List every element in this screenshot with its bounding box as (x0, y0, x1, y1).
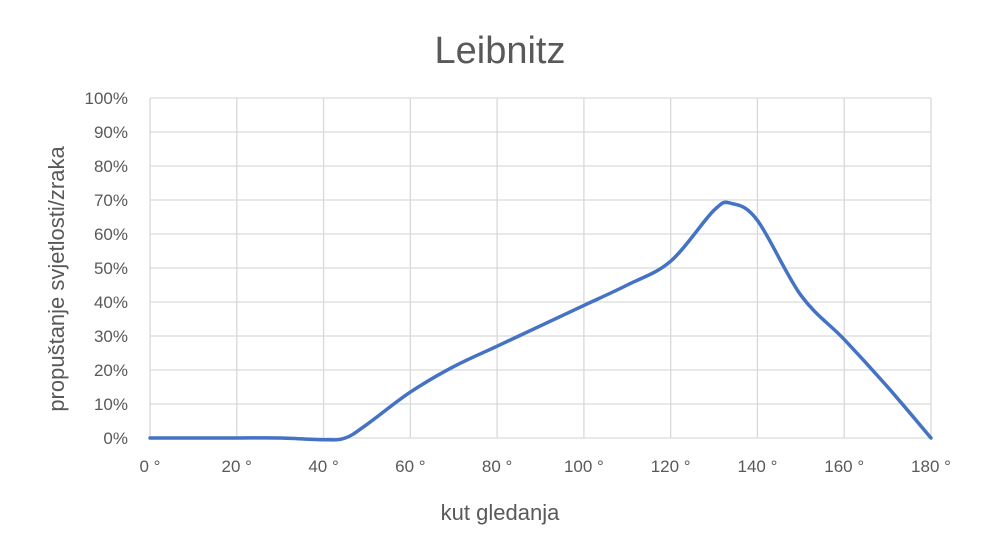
y-tick-label: 100% (85, 89, 128, 108)
x-tick-label: 160 ° (824, 457, 864, 476)
x-tick-label: 140 ° (737, 457, 777, 476)
x-tick-label: 40 ° (308, 457, 338, 476)
y-tick-label: 10% (94, 395, 128, 414)
y-tick-label: 80% (94, 157, 128, 176)
y-tick-label: 50% (94, 259, 128, 278)
x-axis-title: kut gledanja (440, 500, 560, 525)
y-tick-label: 30% (94, 327, 128, 346)
y-tick-label: 60% (94, 225, 128, 244)
x-tick-label: 120 ° (651, 457, 691, 476)
chart-title: Leibnitz (434, 30, 566, 72)
y-tick-label: 0% (103, 429, 128, 448)
series-line (148, 200, 933, 442)
x-tick-label: 180 ° (911, 457, 951, 476)
x-tick-label: 60 ° (395, 457, 425, 476)
y-tick-label: 40% (94, 293, 128, 312)
x-tick-label: 0 ° (140, 457, 161, 476)
y-tick-label: 70% (94, 191, 128, 210)
x-tick-label: 100 ° (564, 457, 604, 476)
y-tick-label: 20% (94, 361, 128, 380)
y-tick-label: 90% (94, 123, 128, 142)
x-tick-label: 80 ° (482, 457, 512, 476)
y-axis-title: propuštanje svjetlosti/zraka (44, 146, 69, 412)
x-tick-label: 20 ° (222, 457, 252, 476)
